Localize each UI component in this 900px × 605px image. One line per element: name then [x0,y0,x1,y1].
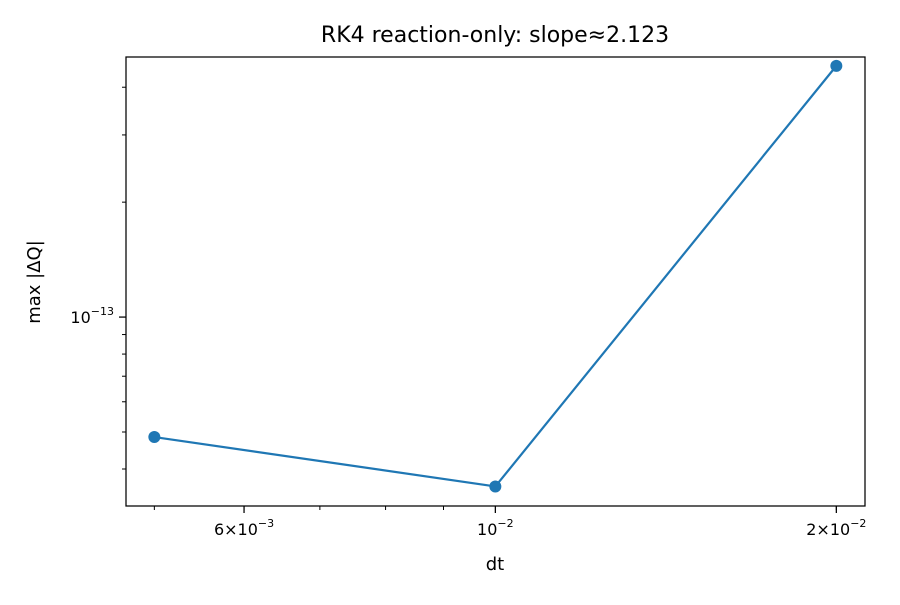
x-tick-label: 10−2 [477,517,514,539]
data-point [489,480,502,493]
plot-area: 6×10−3 10−2 2×10−210−13 [70,59,866,539]
x-tick-label: 2×10−2 [806,517,866,539]
data-point [148,431,161,444]
x-tick-label-base: 2×10 [806,520,850,539]
x-tick-label-exponent: −3 [258,517,274,530]
data-point [830,59,843,72]
x-tick-label-exponent: −2 [850,517,866,530]
x-tick-label-base: 6×10 [214,520,258,539]
y-axis-label: max |ΔQ| [24,240,45,324]
y-tick-label-base: 10 [70,308,90,327]
x-tick-label-exponent: −2 [497,517,513,530]
y-tick-label-exponent: −13 [91,305,114,318]
chart-title: RK4 reaction-only: slope≈2.123 [321,23,669,48]
plot-frame [125,56,866,507]
x-tick-label: 6×10−3 [214,517,274,539]
x-tick-label-base: 10 [477,520,497,539]
y-tick-label: 10−13 [70,305,114,327]
x-axis-label: dt [486,554,504,575]
